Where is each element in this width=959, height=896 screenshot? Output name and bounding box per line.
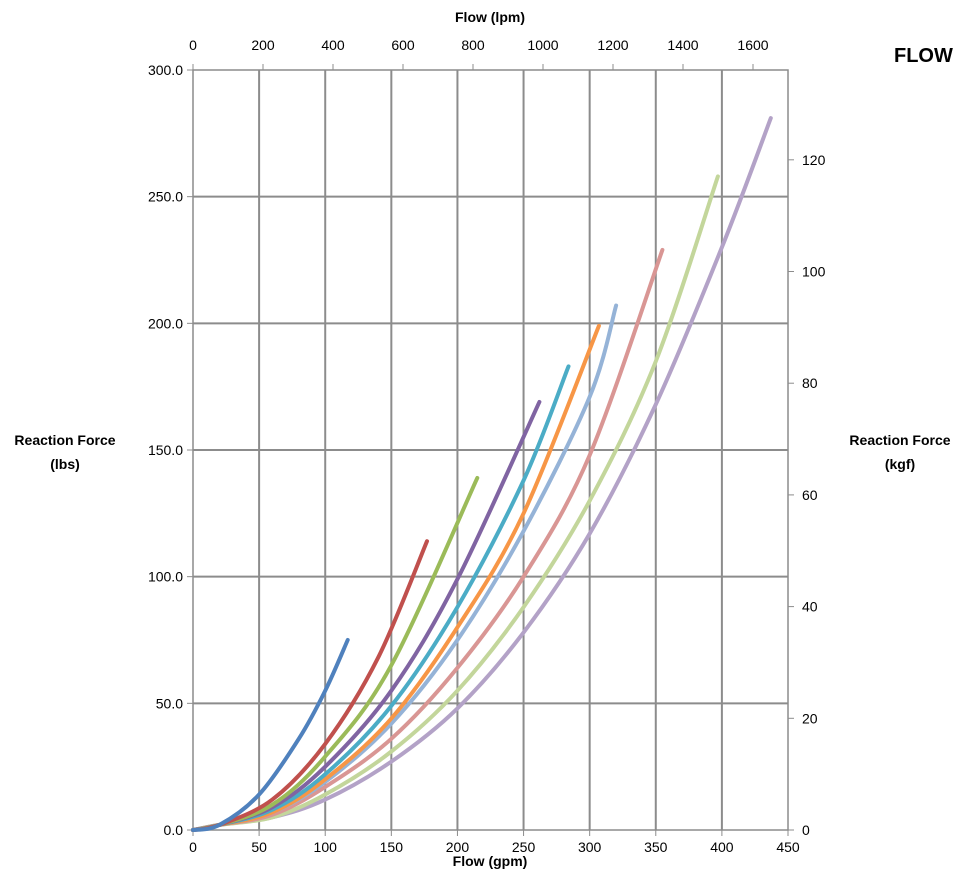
y-tick-label: 50.0 bbox=[156, 695, 183, 711]
y-tick-label: 0.0 bbox=[164, 822, 184, 838]
y2-axis-title-line1: Reaction Force bbox=[849, 432, 950, 448]
x-tick-label: 450 bbox=[776, 839, 800, 855]
y-axis-title-line1: Reaction Force bbox=[14, 432, 115, 448]
x-tick-label: 400 bbox=[710, 839, 734, 855]
x-tick-label: 150 bbox=[380, 839, 404, 855]
series-line-1 bbox=[191, 638, 350, 832]
y2-tick-label: 100 bbox=[802, 264, 826, 280]
x2-tick-label: 1400 bbox=[667, 37, 698, 53]
y-tick-label: 250.0 bbox=[148, 189, 183, 205]
y-tick-label: 100.0 bbox=[148, 569, 183, 585]
x2-tick-label: 1000 bbox=[527, 37, 558, 53]
x2-tick-label: 1600 bbox=[737, 37, 768, 53]
series-lines bbox=[191, 116, 773, 832]
y2-tick-label: 60 bbox=[802, 487, 818, 503]
y2-tick-label: 20 bbox=[802, 710, 818, 726]
x-axis-title: Flow (gpm) bbox=[453, 853, 528, 869]
x2-tick-label: 200 bbox=[251, 37, 275, 53]
x2-axis-title: Flow (lpm) bbox=[455, 9, 525, 25]
axes-frame bbox=[187, 64, 794, 836]
x-tick-label: 100 bbox=[314, 839, 338, 855]
y-axis-title-line2: (lbs) bbox=[50, 456, 80, 472]
y2-tick-label: 120 bbox=[802, 152, 826, 168]
x2-tick-label: 400 bbox=[321, 37, 345, 53]
x-tick-label: 200 bbox=[446, 839, 470, 855]
y2-axis-title-line2: (kgf) bbox=[885, 456, 915, 472]
x2-tick-label: 600 bbox=[391, 37, 415, 53]
y2-tick-label: 40 bbox=[802, 599, 818, 615]
x2-tick-label: 1200 bbox=[597, 37, 628, 53]
y-tick-label: 300.0 bbox=[148, 62, 183, 78]
y-tick-label: 150.0 bbox=[148, 442, 183, 458]
y-tick-label: 200.0 bbox=[148, 315, 183, 331]
chart-title: FLOW bbox=[894, 45, 953, 67]
x-tick-label: 250 bbox=[512, 839, 536, 855]
x-tick-label: 0 bbox=[189, 839, 197, 855]
y2-tick-label: 80 bbox=[802, 375, 818, 391]
series-line-9 bbox=[191, 174, 720, 832]
x-tick-label: 300 bbox=[578, 839, 602, 855]
x2-tick-label: 0 bbox=[189, 37, 197, 53]
y2-tick-label: 0 bbox=[802, 822, 810, 838]
x2-tick-label: 800 bbox=[461, 37, 485, 53]
x-tick-label: 350 bbox=[644, 839, 668, 855]
x-tick-label: 50 bbox=[251, 839, 267, 855]
plot-border bbox=[192, 69, 789, 831]
